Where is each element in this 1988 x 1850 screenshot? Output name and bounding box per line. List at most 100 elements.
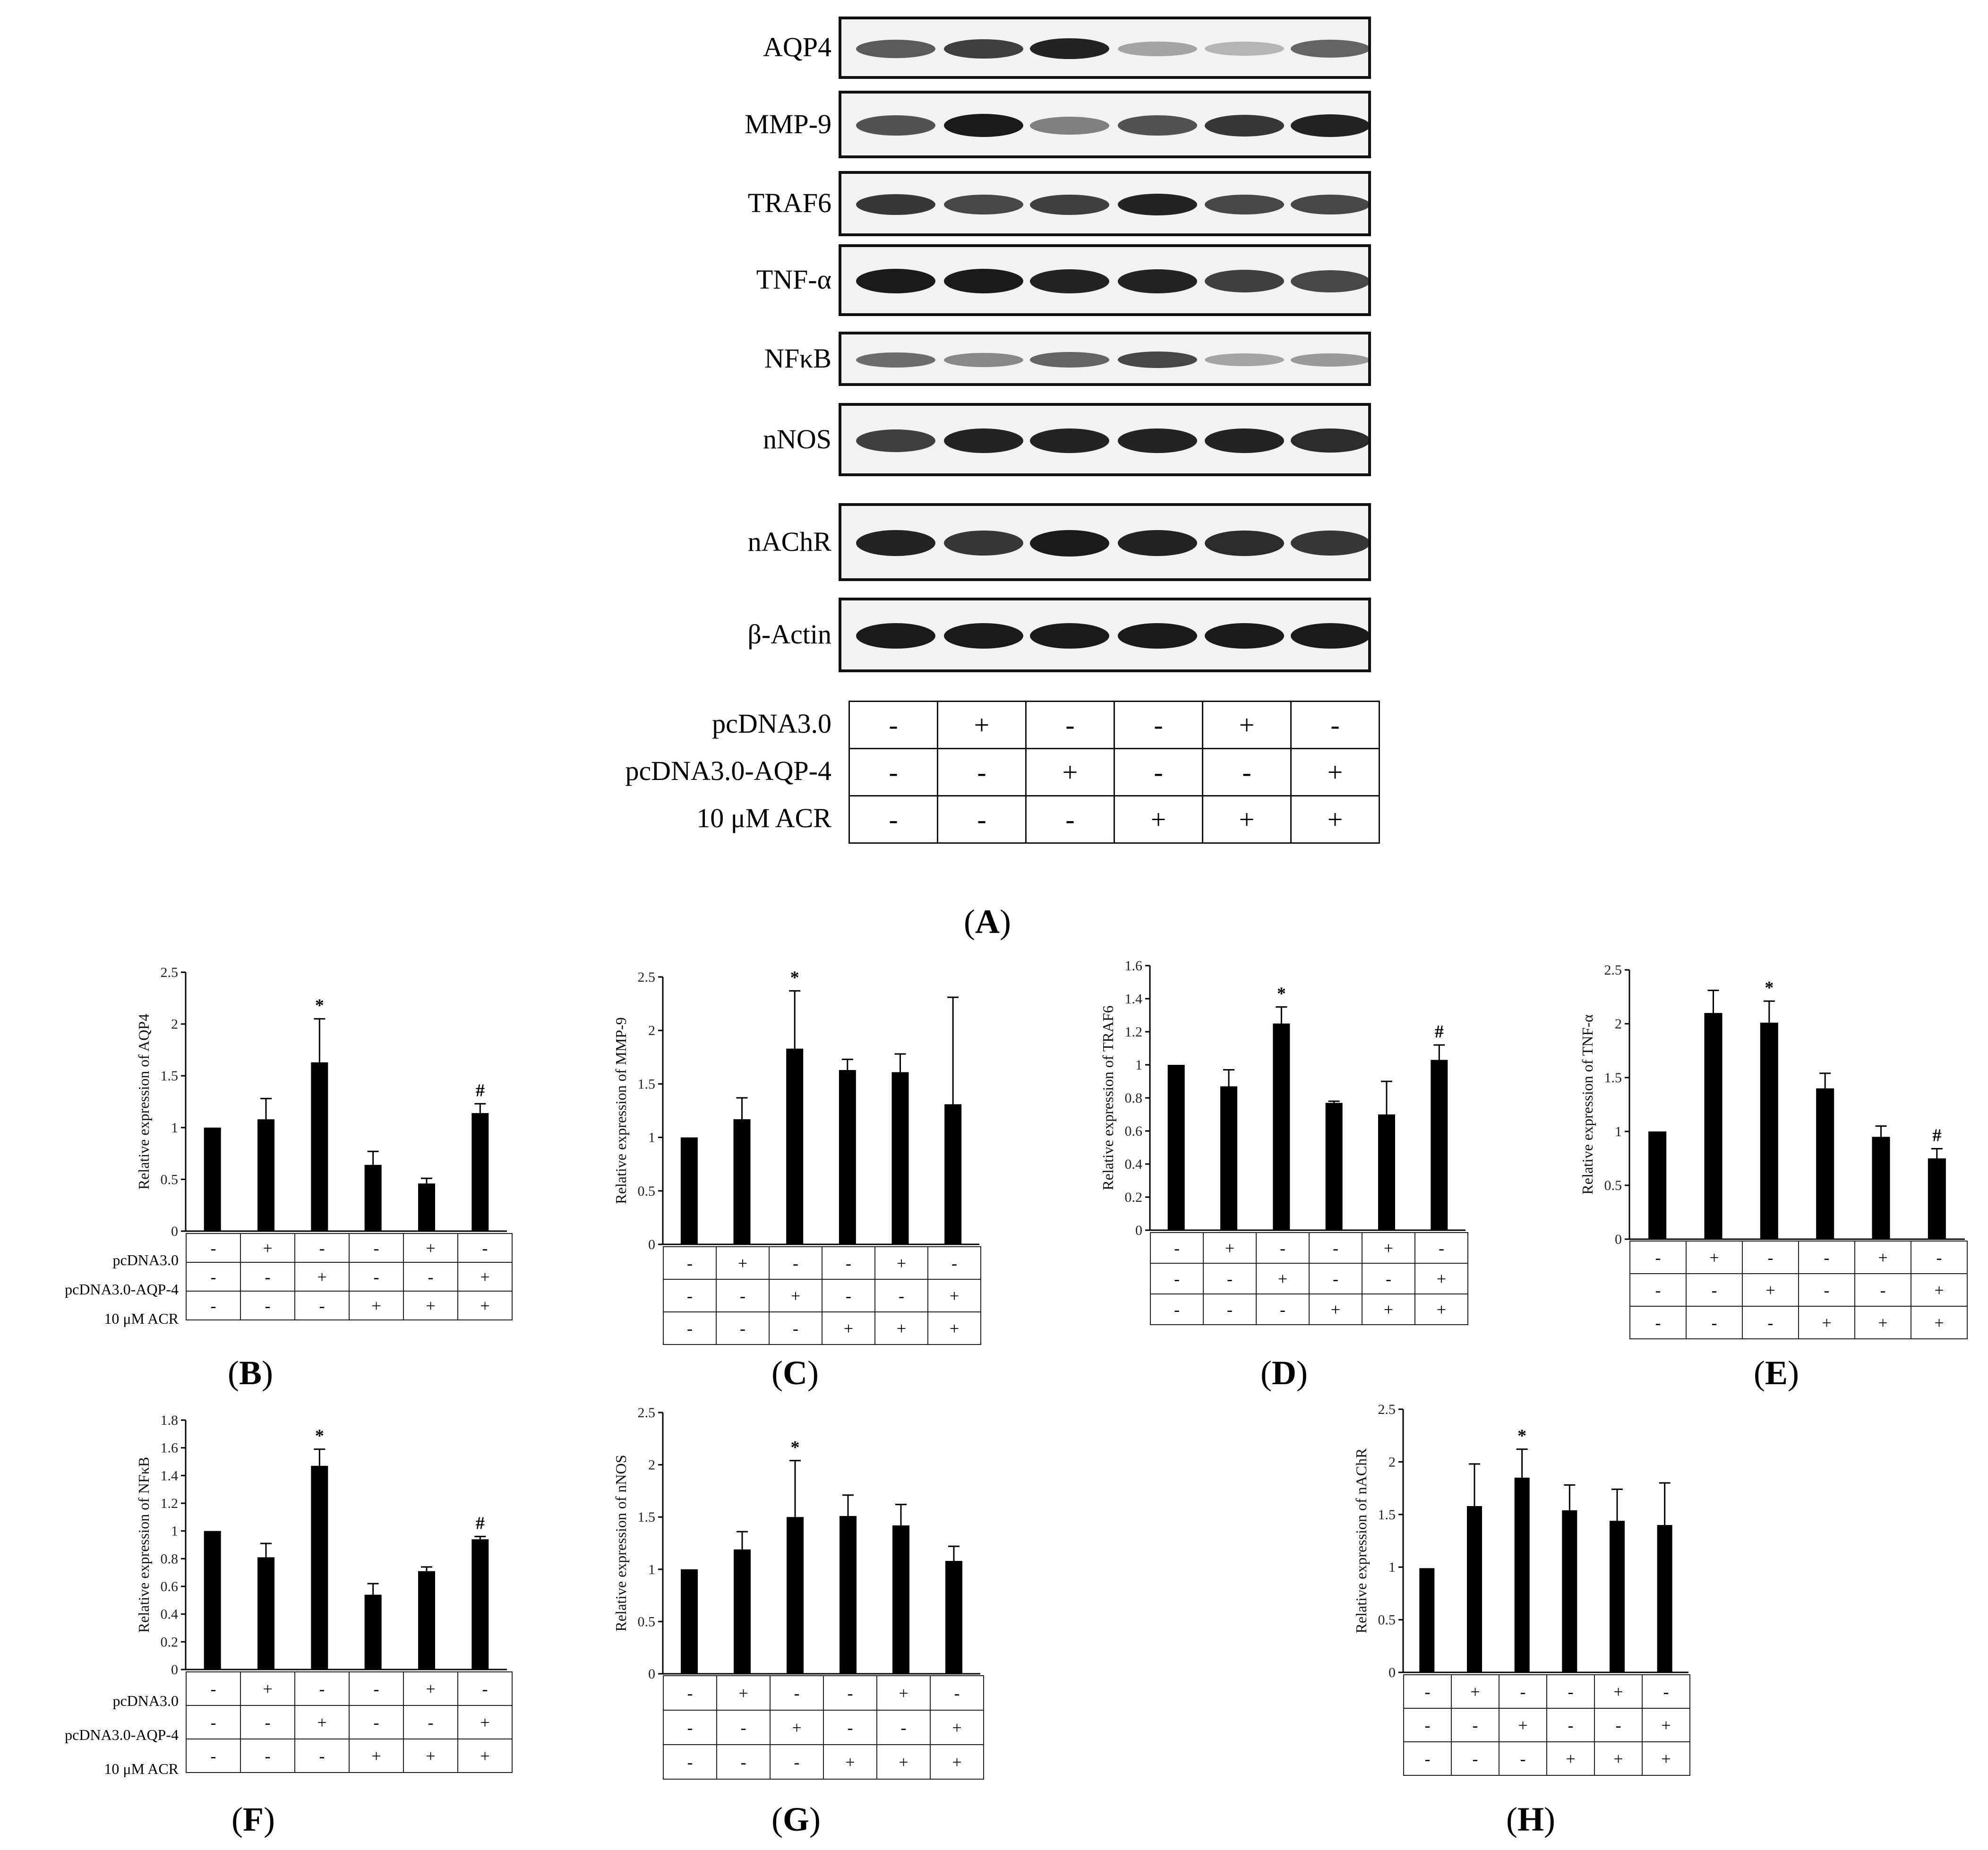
blot-band [1205,114,1284,137]
panel-label-h-text: H [1517,1800,1544,1838]
chart-condition-cell: - [930,1675,984,1711]
y-tick-label: 1 [1615,1124,1622,1139]
bar [680,1137,698,1244]
y-axis-label: Relative expression of nAChR [1353,1448,1370,1634]
blot-band [1030,623,1109,649]
blot-band [856,269,935,293]
chart-condition-cell: - [1150,1263,1204,1294]
chart-condition-cell: + [716,1246,770,1280]
bar-chart-h: Relative expression of nAChR 0 0.5 1 1.5 2 2.5… [1328,1390,1698,1684]
bar [787,1517,804,1674]
chart-condition-cell: - [1499,1674,1547,1709]
bar [204,1127,221,1231]
chart-condition-cell: + [457,1705,513,1739]
blot-band [856,194,935,215]
panel-label-e-text: E [1765,1354,1788,1392]
chart-condition-cell: + [930,1744,984,1780]
bar [204,1531,221,1670]
significance-marker: # [1932,1125,1941,1145]
panel-label-g-text: G [782,1800,809,1838]
chart-condition-cell: + [876,1675,931,1711]
chart-condition-table: - + - - + - - - + - - + - - - + + + [186,1671,513,1773]
blot-band [1118,194,1197,215]
chart-condition-cell: + [240,1233,295,1263]
chart-condition-cell: - [1150,1232,1204,1264]
blot-condition-cell: - [937,795,1027,844]
blot-label: nAChR [747,526,831,557]
chart-condition-cell: + [403,1671,458,1706]
chart-condition-cell: - [716,1744,771,1780]
significance-marker: * [1277,984,1286,1004]
chart-condition-cell: + [1854,1241,1911,1274]
panel-label-f-text: F [242,1800,264,1838]
panel-label-d: (D) [1260,1354,1308,1392]
bar [734,1549,751,1674]
y-tick-label: 0.8 [1125,1090,1143,1106]
y-tick-label: 1 [171,1524,178,1539]
chart-condition-label: pcDNA3.0 [112,1251,179,1268]
chart-condition-cell: + [403,1291,458,1320]
chart-condition-cell: - [186,1262,241,1292]
chart-condition-cell: + [1362,1232,1415,1264]
y-tick-label: 1.6 [161,1440,179,1456]
bar [891,1072,909,1244]
blot-band [944,428,1023,453]
y-tick-label: 2.5 [1604,962,1622,978]
chart-condition-label: 10 μM ACR [104,1310,179,1327]
y-tick-label: 0.2 [161,1634,179,1650]
y-tick-label: 1.2 [161,1496,179,1511]
y-tick-label: 1.2 [1125,1024,1143,1040]
bar [945,1561,962,1674]
chart-condition-cell: + [240,1671,295,1706]
y-tick-label: 0.4 [1125,1156,1143,1172]
blot-band [856,352,935,368]
bar [839,1070,856,1244]
blot-band [1118,623,1197,649]
chart-condition-cell: + [1546,1741,1595,1776]
chart-condition-cell: - [294,1739,350,1773]
chart-condition-cell: - [240,1262,295,1292]
chart-condition-cell: + [457,1262,513,1292]
y-tick-label: 0 [648,1666,655,1682]
y-tick-label: 0 [1388,1665,1396,1680]
chart-condition-cell: - [1854,1273,1911,1307]
blot-strip [839,244,1371,316]
blot-band [1030,352,1109,368]
blot-band [1030,38,1109,59]
blot-band [1291,353,1368,367]
blot-band [1030,269,1109,293]
chart-condition-cell: - [1256,1293,1310,1325]
bar [840,1516,857,1674]
y-tick-label: 0 [171,1662,178,1678]
y-tick-label: 1 [1135,1057,1142,1073]
chart-condition-cell: - [186,1739,241,1773]
chart-condition-label: pcDNA3.0-AQP-4 [65,1281,179,1298]
bar-chart-f: Relative expression of NFκB 0 0.2 0.4 0.6 0.8… [110,1401,516,1681]
bar [364,1594,382,1670]
bar [1610,1521,1625,1672]
blot-band [1118,269,1197,293]
bar [471,1539,489,1670]
y-tick-label: 0.5 [638,1614,656,1629]
blot-band [1291,40,1368,58]
chart-condition-cell: - [663,1675,717,1711]
chart-condition-cell: - [294,1671,350,1706]
blot-condition-label: pcDNA3.0-AQP-4 [625,755,831,786]
bar [1467,1506,1482,1672]
bar [1325,1103,1343,1230]
blot-band [1118,41,1197,56]
panel-label-f: (F) [231,1800,275,1838]
y-tick-label: 1.5 [638,1076,656,1092]
bar-chart-c: Relative expression of MMP-9 0 0.5 1 1.5 2 2.5… [587,958,989,1256]
blot-label: AQP4 [763,32,831,62]
chart-condition-cell: - [186,1233,241,1263]
chart-condition-cell: + [876,1744,931,1780]
chart-condition-cell: + [1256,1263,1310,1294]
panel-label-a: (A) [964,903,1011,941]
chart-condition-cell: - [1309,1263,1362,1294]
significance-marker: * [315,1426,324,1446]
blot-condition-cell: - [1290,701,1380,749]
chart-condition-cell: - [1686,1306,1743,1339]
chart-condition-cell: + [823,1744,877,1780]
blot-strip [839,171,1371,236]
